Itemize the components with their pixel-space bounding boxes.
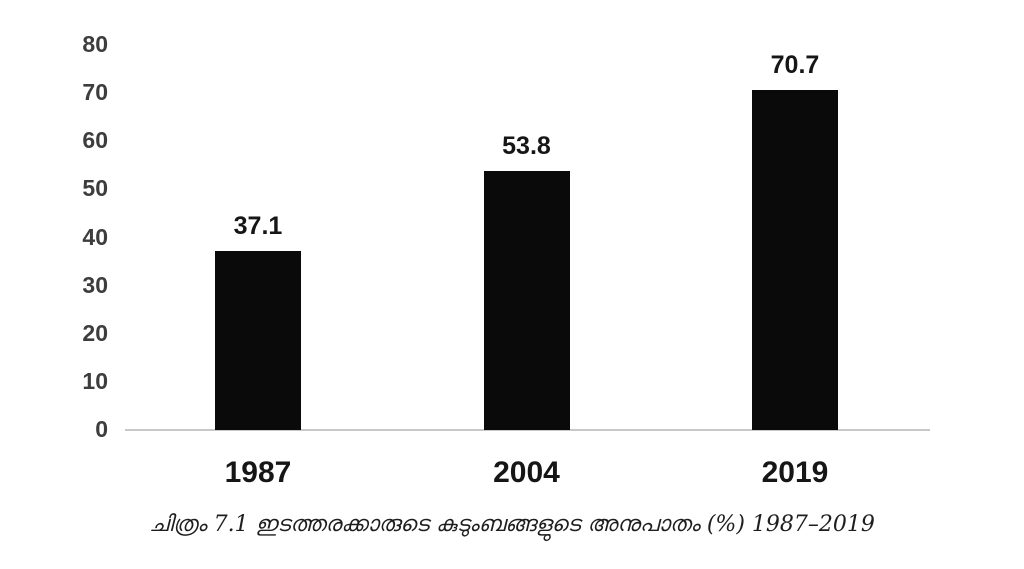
y-tick-label: 70 <box>82 79 108 106</box>
bar-2019 <box>752 89 838 430</box>
bar-value-label: 70.7 <box>770 50 820 79</box>
bar-1987 <box>215 251 301 430</box>
x-tick-label: 2019 <box>761 456 829 489</box>
bar-value-label: 53.8 <box>502 132 551 161</box>
y-tick-label: 60 <box>82 127 108 154</box>
bar-2004 <box>483 171 570 430</box>
x-axis-line <box>125 429 930 431</box>
bar-value-label: 37.1 <box>233 212 283 241</box>
y-tick-label: 30 <box>82 271 108 298</box>
x-tick-label: 2004 <box>493 456 560 489</box>
y-tick-label: 80 <box>82 31 108 57</box>
chart-caption: ചിത്രം 7.1 ഇടത്തരക്കാരുടെ കുടുംബങ്ങളുടെ … <box>149 512 875 537</box>
y-tick-label: 10 <box>82 367 108 394</box>
y-tick-label: 0 <box>95 416 108 442</box>
x-tick-label: 1987 <box>224 456 292 489</box>
y-tick-label: 50 <box>82 175 108 202</box>
y-tick-label: 20 <box>82 319 108 346</box>
y-tick-label: 40 <box>82 223 108 250</box>
